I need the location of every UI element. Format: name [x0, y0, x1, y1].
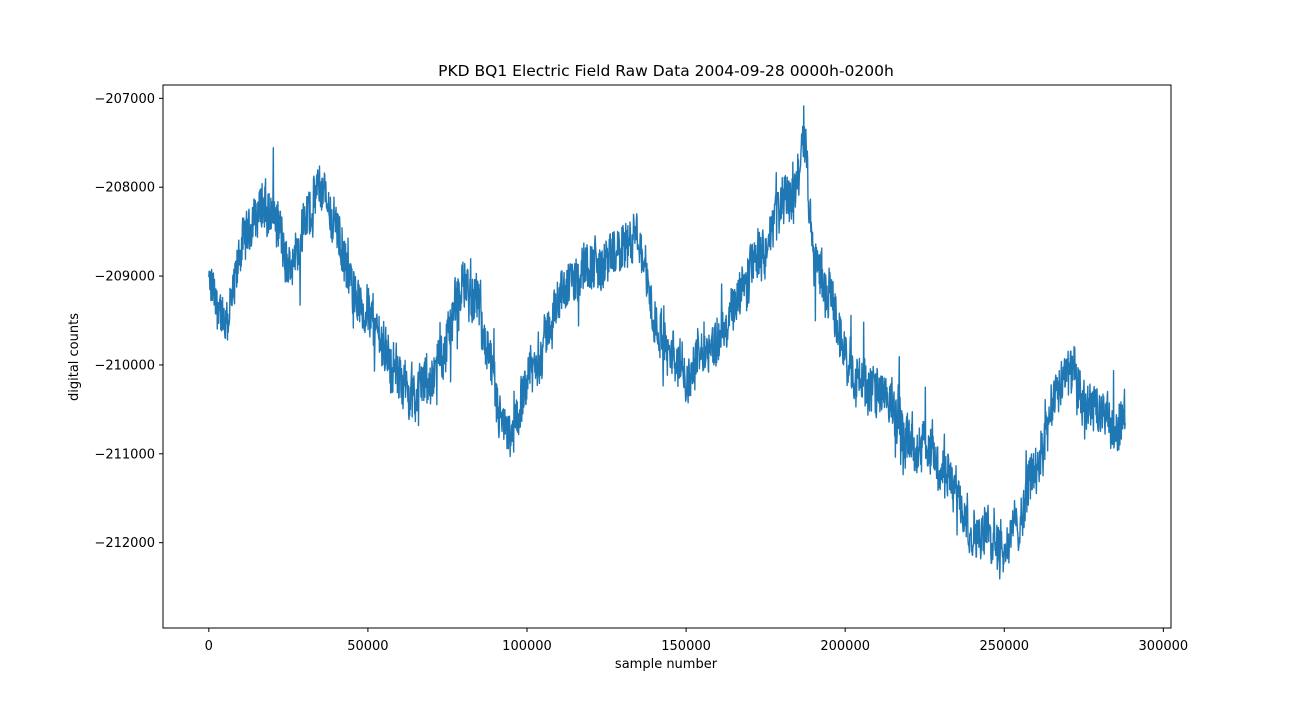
x-tick-label: 200000 — [820, 639, 870, 654]
x-axis-title: sample number — [615, 657, 718, 672]
chart-title: PKD BQ1 Electric Field Raw Data 2004-09-… — [438, 62, 894, 80]
series-line-layer — [208, 105, 1126, 580]
y-tick-label: −209000 — [94, 270, 155, 285]
x-axis: 0 50000 100000 150000 200000 250000 300000 — [205, 628, 1189, 654]
series-line — [208, 105, 1126, 580]
x-tick-label: 50000 — [347, 639, 388, 654]
x-tick-label: 0 — [205, 639, 213, 654]
y-tick-label: −211000 — [94, 447, 155, 462]
y-axis: −207000 −208000 −209000 −210000 −211000 −2120… — [94, 92, 163, 551]
y-axis-title: digital counts — [67, 313, 82, 401]
x-tick-label: 150000 — [661, 639, 711, 654]
y-tick-label: −207000 — [94, 92, 155, 107]
x-tick-label: 300000 — [1139, 639, 1189, 654]
y-tick-label: −210000 — [94, 358, 155, 373]
plot-area-frame — [162, 84, 1172, 629]
x-tick-label: 250000 — [979, 639, 1029, 654]
x-tick-label: 100000 — [502, 639, 552, 654]
y-tick-label: −208000 — [94, 181, 155, 196]
y-tick-label: −212000 — [94, 536, 155, 551]
